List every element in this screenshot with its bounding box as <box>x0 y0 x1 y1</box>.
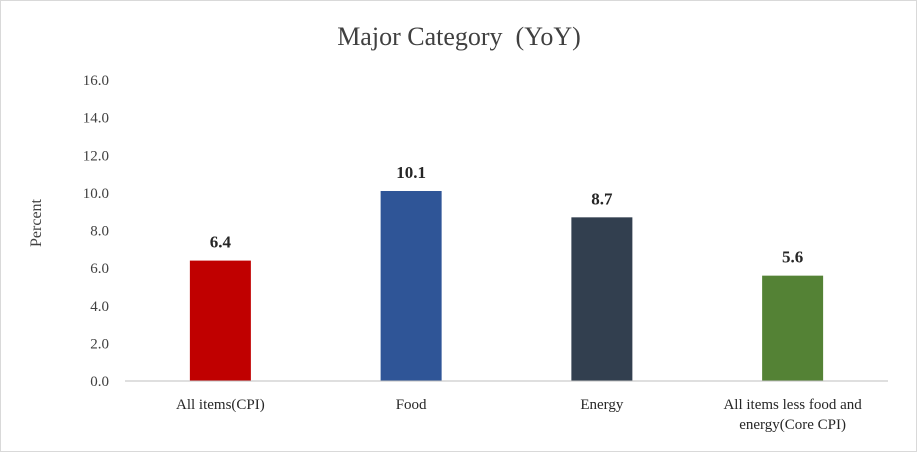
y-tick-label: 12.0 <box>83 148 109 164</box>
x-category-label: All items(CPI) <box>176 397 265 413</box>
y-tick-label: 4.0 <box>90 299 109 315</box>
y-tick-label: 10.0 <box>83 186 109 202</box>
y-tick-label: 16.0 <box>83 73 109 89</box>
bar <box>380 190 442 381</box>
bars-group <box>189 190 824 381</box>
y-axis-ticks: 0.0 2.0 4.0 6.0 8.0 10.0 12.0 14.0 16.0 <box>83 73 109 390</box>
x-category-label: All items less food and <box>723 397 862 413</box>
chart-title: Major Category (YoY) <box>337 22 581 51</box>
data-labels-group: 6.4 10.1 8.7 5.6 <box>210 163 804 267</box>
x-category-label: energy(Core CPI) <box>739 417 846 433</box>
data-label: 5.6 <box>782 248 803 267</box>
y-tick-label: 14.0 <box>83 111 109 127</box>
y-tick-label: 6.0 <box>90 261 109 277</box>
x-axis-categories: All items(CPI) Food Energy All items less f… <box>176 397 862 433</box>
data-label: 8.7 <box>591 189 613 208</box>
data-label: 6.4 <box>210 233 232 252</box>
y-tick-label: 0.0 <box>90 374 109 390</box>
y-tick-label: 8.0 <box>90 224 109 240</box>
bar <box>189 260 251 381</box>
y-axis-title: Percent <box>28 198 45 247</box>
x-category-label: Energy <box>580 397 624 413</box>
bar <box>762 275 824 381</box>
data-label: 10.1 <box>396 163 426 182</box>
bar <box>571 217 633 381</box>
x-category-label: Food <box>396 397 427 413</box>
y-tick-label: 2.0 <box>90 336 109 352</box>
